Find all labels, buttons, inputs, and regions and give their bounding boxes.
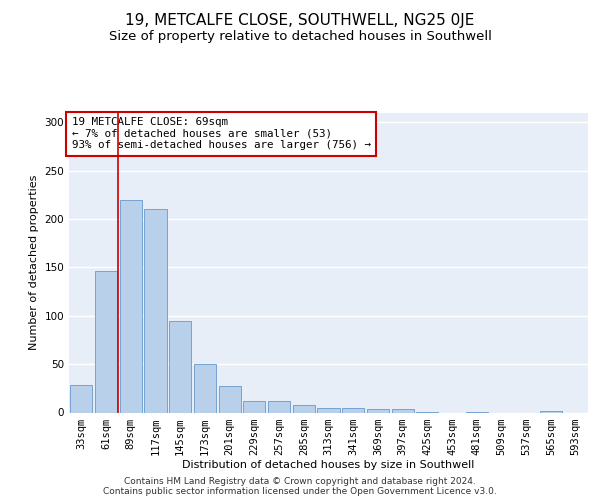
Text: 19 METCALFE CLOSE: 69sqm
← 7% of detached houses are smaller (53)
93% of semi-de: 19 METCALFE CLOSE: 69sqm ← 7% of detache…	[71, 117, 371, 150]
Bar	[95, 271, 117, 412]
Bar	[218, 386, 241, 412]
Bar	[169, 320, 191, 412]
Bar	[367, 408, 389, 412]
Bar	[243, 401, 265, 412]
Bar	[119, 200, 142, 412]
Bar	[293, 405, 315, 412]
Bar	[540, 410, 562, 412]
Text: Contains public sector information licensed under the Open Government Licence v3: Contains public sector information licen…	[103, 487, 497, 496]
Text: Contains HM Land Registry data © Crown copyright and database right 2024.: Contains HM Land Registry data © Crown c…	[124, 477, 476, 486]
Text: Size of property relative to detached houses in Southwell: Size of property relative to detached ho…	[109, 30, 491, 43]
Bar	[268, 401, 290, 412]
Y-axis label: Number of detached properties: Number of detached properties	[29, 175, 39, 350]
Bar	[317, 408, 340, 412]
Bar	[342, 408, 364, 412]
Text: 19, METCALFE CLOSE, SOUTHWELL, NG25 0JE: 19, METCALFE CLOSE, SOUTHWELL, NG25 0JE	[125, 12, 475, 28]
Bar	[194, 364, 216, 412]
Bar	[392, 408, 414, 412]
Bar	[145, 210, 167, 412]
Bar	[70, 386, 92, 412]
X-axis label: Distribution of detached houses by size in Southwell: Distribution of detached houses by size …	[182, 460, 475, 470]
